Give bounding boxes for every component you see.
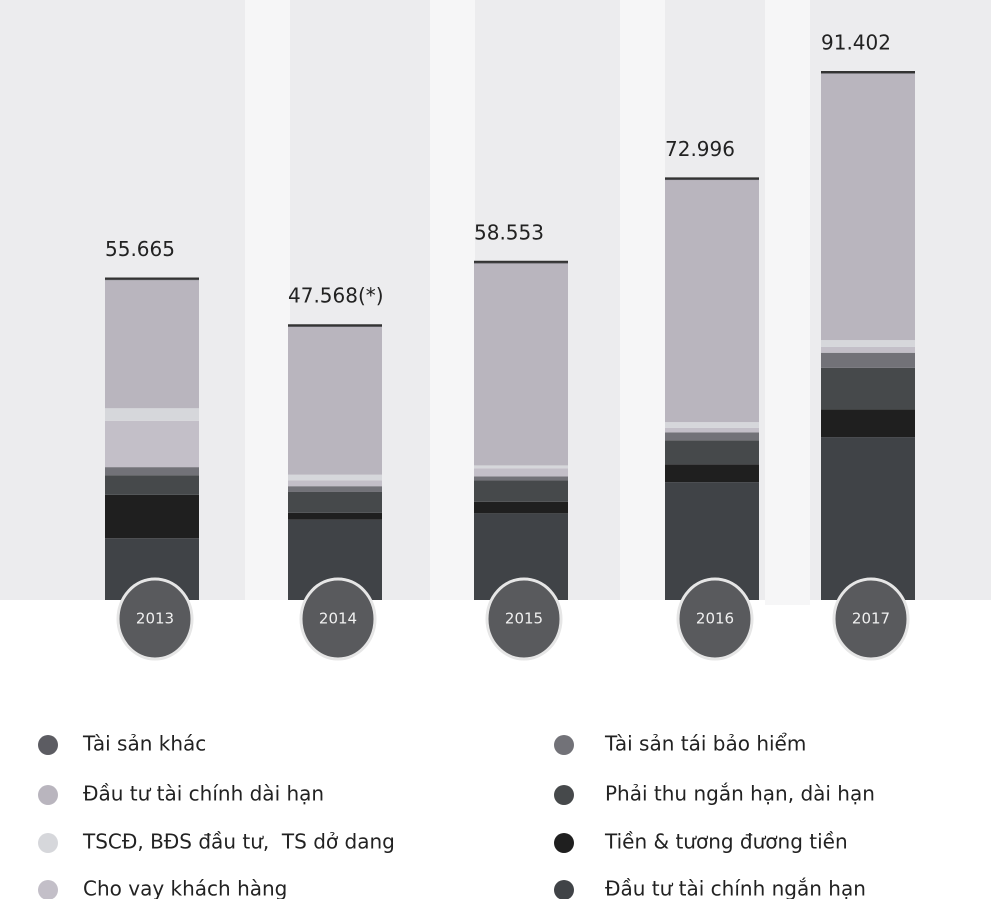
total-label: 47.568(*): [288, 284, 384, 308]
bar-segment: [474, 468, 568, 477]
bar-segment: [821, 437, 915, 600]
legend-swatch: [554, 833, 574, 853]
bar-segment: [288, 326, 382, 475]
bar-segment: [288, 491, 382, 513]
legend-swatch: [38, 735, 58, 755]
bar-segment: [821, 340, 915, 347]
bar-segment: [288, 474, 382, 481]
bar-segment: [474, 501, 568, 514]
year-badge: [832, 577, 910, 661]
bar-segment: [288, 486, 382, 492]
legend-label: Cho vay khách hàng: [83, 877, 287, 899]
year-label: 2016: [696, 610, 734, 628]
bar-segment: [821, 409, 915, 438]
total-label: 55.665: [105, 237, 175, 261]
bar-segment: [665, 464, 759, 483]
legend-swatch: [554, 785, 574, 805]
bar-segment: [474, 476, 568, 481]
year-badge: [299, 577, 377, 661]
legend-label: Tài sản khác: [82, 732, 206, 756]
bar-segment: [105, 408, 199, 421]
background-stripe: [430, 0, 475, 600]
bar-segment: [665, 422, 759, 428]
legend-swatch: [554, 880, 574, 899]
legend-label: Phải thu ngắn hạn, dài hạn: [605, 782, 875, 806]
year-label: 2017: [852, 610, 890, 628]
bar-segment: [821, 73, 915, 341]
year-badge: [116, 577, 194, 661]
bar-segment: [821, 367, 915, 410]
background-stripe: [765, 0, 810, 605]
bar-segment: [665, 180, 759, 423]
bar-segment: [474, 263, 568, 466]
background-stripe: [245, 0, 290, 600]
year-badge: [485, 577, 563, 661]
bar-segment: [105, 467, 199, 476]
bar-segment: [665, 427, 759, 433]
bar-segment: [474, 465, 568, 469]
background-stripe: [620, 0, 665, 600]
bar-segment: [665, 440, 759, 465]
legend-label: Tài sản tái bảo hiểm: [604, 732, 806, 756]
year-label: 2014: [319, 610, 357, 628]
bar-segment: [821, 352, 915, 368]
legend-label: Đầu tư tài chính dài hạn: [83, 782, 324, 806]
bar-segment: [474, 480, 568, 502]
bar-segment: [288, 480, 382, 487]
bar-segment: [665, 432, 759, 441]
bar-segment: [105, 475, 199, 495]
total-label: 58.553: [474, 220, 544, 244]
bar-segment: [288, 512, 382, 520]
legend-swatch: [554, 735, 574, 755]
legend-swatch: [38, 833, 58, 853]
total-label: 91.402: [821, 31, 891, 55]
legend-swatch: [38, 785, 58, 805]
legend-label: TSCĐ, BĐS đầu tư, TS dở dang: [82, 830, 395, 854]
bar-segment: [821, 346, 915, 353]
legend-label: Tiền & tương đương tiền: [604, 830, 848, 854]
bar-segment: [105, 420, 199, 468]
total-label: 72.996: [665, 137, 735, 161]
bar-segment: [105, 280, 199, 409]
year-label: 2015: [505, 610, 543, 628]
year-label: 2013: [136, 610, 174, 628]
legend-swatch: [38, 880, 58, 899]
bar-segment: [105, 494, 199, 539]
legend-label: Đầu tư tài chính ngắn hạn: [605, 877, 866, 899]
year-badge: [676, 577, 754, 661]
